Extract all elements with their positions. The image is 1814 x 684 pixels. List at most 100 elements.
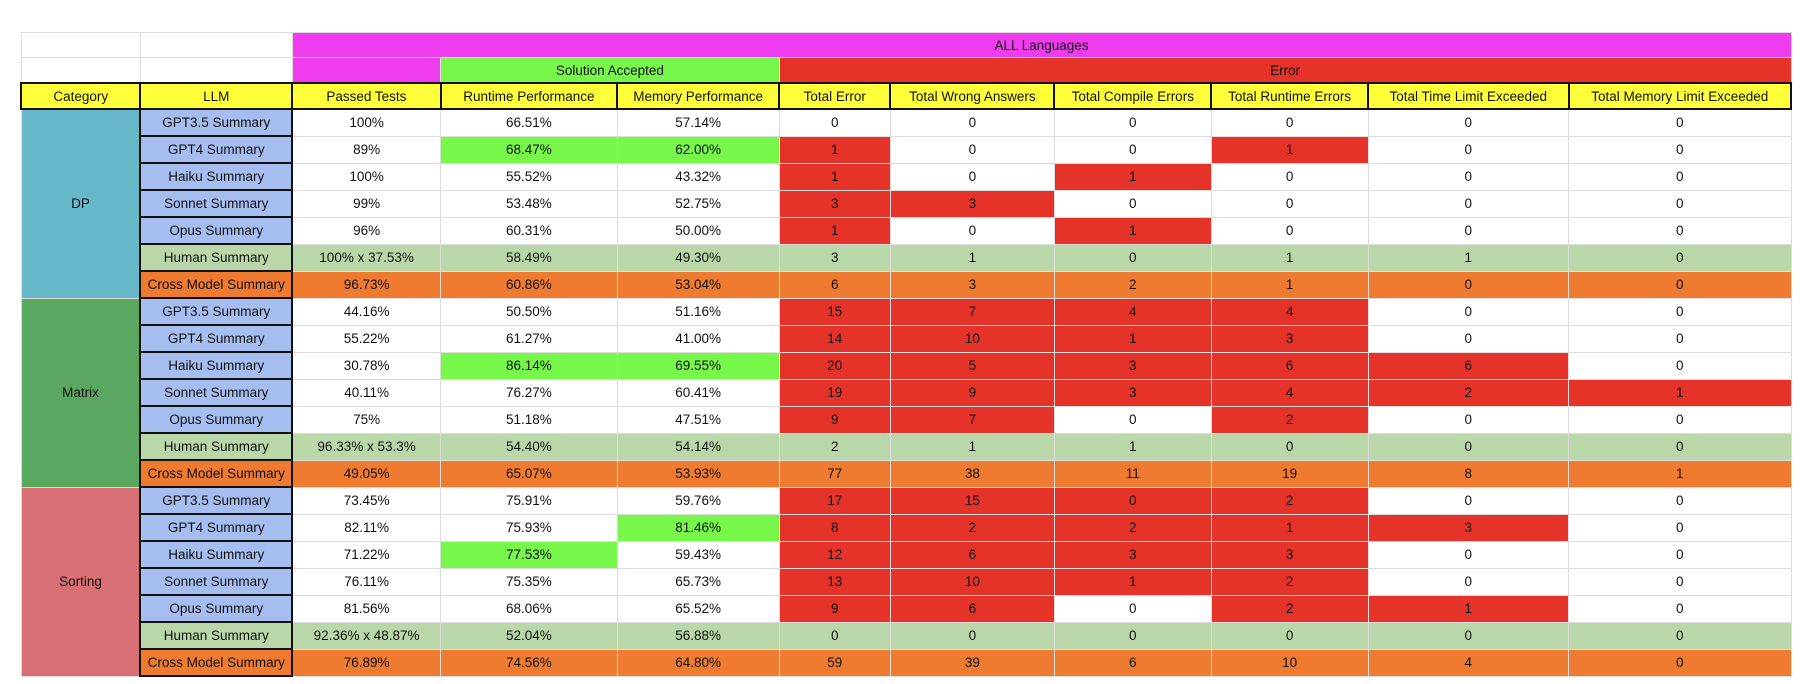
blank-cell[interactable] bbox=[139, 57, 293, 84]
value-cell[interactable]: 60.31% bbox=[440, 216, 618, 245]
value-cell[interactable]: 51.16% bbox=[616, 297, 780, 326]
value-cell[interactable]: 7 bbox=[889, 405, 1055, 434]
value-cell[interactable]: 86.14% bbox=[440, 351, 618, 380]
value-cell[interactable]: 53.04% bbox=[616, 270, 780, 299]
value-cell[interactable]: 1 bbox=[778, 162, 891, 191]
value-cell[interactable]: 53.48% bbox=[440, 189, 618, 218]
value-cell[interactable]: 4 bbox=[1210, 297, 1369, 326]
value-cell[interactable]: 68.06% bbox=[440, 594, 618, 623]
value-cell[interactable]: 9 bbox=[778, 405, 891, 434]
value-cell[interactable]: 2 bbox=[778, 432, 891, 461]
value-cell[interactable]: 0 bbox=[1568, 405, 1792, 434]
value-cell[interactable]: 76.27% bbox=[440, 378, 618, 407]
value-cell[interactable]: 0 bbox=[1053, 135, 1212, 164]
value-cell[interactable]: 60.41% bbox=[616, 378, 780, 407]
value-cell[interactable]: 17 bbox=[778, 486, 891, 515]
value-cell[interactable]: 39 bbox=[889, 648, 1055, 677]
value-cell[interactable]: 92.36% x 48.87% bbox=[291, 621, 442, 650]
value-cell[interactable]: 74.56% bbox=[440, 648, 618, 677]
value-cell[interactable]: 59.43% bbox=[616, 540, 780, 569]
value-cell[interactable]: 4 bbox=[1053, 297, 1212, 326]
value-cell[interactable]: 0 bbox=[1568, 135, 1792, 164]
column-header[interactable]: Passed Tests bbox=[291, 82, 442, 110]
value-cell[interactable]: 0 bbox=[1568, 648, 1792, 677]
value-cell[interactable]: 75.91% bbox=[440, 486, 618, 515]
value-cell[interactable]: 0 bbox=[1367, 108, 1570, 137]
value-cell[interactable]: 0 bbox=[1367, 270, 1570, 299]
value-cell[interactable]: 75.35% bbox=[440, 567, 618, 596]
value-cell[interactable]: 1 bbox=[1210, 513, 1369, 542]
value-cell[interactable]: 49.05% bbox=[291, 459, 442, 488]
value-cell[interactable]: 0 bbox=[1210, 162, 1369, 191]
value-cell[interactable]: 0 bbox=[1568, 594, 1792, 623]
value-cell[interactable]: 0 bbox=[1568, 216, 1792, 245]
all-languages-header[interactable]: ALL Languages bbox=[291, 32, 1792, 58]
value-cell[interactable]: 11 bbox=[1053, 459, 1212, 488]
llm-cell[interactable]: GPT4 Summary bbox=[139, 324, 294, 353]
value-cell[interactable]: 59.76% bbox=[616, 486, 780, 515]
value-cell[interactable]: 0 bbox=[1053, 189, 1212, 218]
value-cell[interactable]: 3 bbox=[1210, 540, 1369, 569]
value-cell[interactable]: 100% bbox=[291, 108, 442, 137]
value-cell[interactable]: 89% bbox=[291, 135, 442, 164]
value-cell[interactable]: 14 bbox=[778, 324, 891, 353]
value-cell[interactable]: 3 bbox=[1053, 351, 1212, 380]
llm-cell[interactable]: Cross Model Summary bbox=[139, 459, 294, 488]
value-cell[interactable]: 8 bbox=[778, 513, 891, 542]
value-cell[interactable]: 96.33% x 53.3% bbox=[291, 432, 442, 461]
value-cell[interactable]: 0 bbox=[1367, 486, 1570, 515]
value-cell[interactable]: 2 bbox=[1053, 513, 1212, 542]
llm-cell[interactable]: Opus Summary bbox=[139, 594, 294, 623]
value-cell[interactable]: 53.93% bbox=[616, 459, 780, 488]
value-cell[interactable]: 3 bbox=[889, 270, 1055, 299]
value-cell[interactable]: 0 bbox=[1568, 189, 1792, 218]
value-cell[interactable]: 0 bbox=[1568, 108, 1792, 137]
value-cell[interactable]: 0 bbox=[1210, 108, 1369, 137]
value-cell[interactable]: 65.52% bbox=[616, 594, 780, 623]
value-cell[interactable]: 0 bbox=[1568, 540, 1792, 569]
value-cell[interactable]: 50.50% bbox=[440, 297, 618, 326]
value-cell[interactable]: 30.78% bbox=[291, 351, 442, 380]
value-cell[interactable]: 10 bbox=[889, 567, 1055, 596]
column-header[interactable]: Total Compile Errors bbox=[1053, 82, 1213, 110]
column-header[interactable]: Total Time Limit Exceeded bbox=[1367, 82, 1570, 110]
llm-cell[interactable]: Human Summary bbox=[139, 621, 294, 650]
value-cell[interactable]: 0 bbox=[889, 135, 1055, 164]
value-cell[interactable]: 2 bbox=[1210, 405, 1369, 434]
value-cell[interactable]: 0 bbox=[1568, 567, 1792, 596]
value-cell[interactable]: 77 bbox=[778, 459, 891, 488]
value-cell[interactable]: 54.40% bbox=[440, 432, 618, 461]
value-cell[interactable]: 0 bbox=[1053, 621, 1212, 650]
value-cell[interactable]: 0 bbox=[778, 108, 891, 137]
value-cell[interactable]: 1 bbox=[778, 135, 891, 164]
value-cell[interactable]: 3 bbox=[1053, 540, 1212, 569]
value-cell[interactable]: 68.47% bbox=[440, 135, 618, 164]
value-cell[interactable]: 100% x 37.53% bbox=[291, 243, 442, 272]
value-cell[interactable]: 0 bbox=[1367, 135, 1570, 164]
value-cell[interactable]: 0 bbox=[1367, 567, 1570, 596]
value-cell[interactable]: 13 bbox=[778, 567, 891, 596]
llm-cell[interactable]: Cross Model Summary bbox=[139, 270, 294, 299]
category-cell[interactable]: DP bbox=[20, 108, 141, 299]
value-cell[interactable]: 5 bbox=[889, 351, 1055, 380]
value-cell[interactable]: 1 bbox=[1053, 162, 1212, 191]
value-cell[interactable]: 57.14% bbox=[616, 108, 780, 137]
value-cell[interactable]: 0 bbox=[1053, 486, 1212, 515]
value-cell[interactable]: 75% bbox=[291, 405, 442, 434]
value-cell[interactable]: 0 bbox=[1568, 486, 1792, 515]
value-cell[interactable]: 0 bbox=[1568, 162, 1792, 191]
value-cell[interactable]: 1 bbox=[1210, 270, 1369, 299]
value-cell[interactable]: 2 bbox=[1210, 594, 1369, 623]
value-cell[interactable]: 96.73% bbox=[291, 270, 442, 299]
value-cell[interactable]: 9 bbox=[889, 378, 1055, 407]
value-cell[interactable]: 76.11% bbox=[291, 567, 442, 596]
value-cell[interactable]: 1 bbox=[1568, 459, 1792, 488]
value-cell[interactable]: 65.73% bbox=[616, 567, 780, 596]
value-cell[interactable]: 1 bbox=[1210, 243, 1369, 272]
value-cell[interactable]: 0 bbox=[1053, 405, 1212, 434]
value-cell[interactable]: 73.45% bbox=[291, 486, 442, 515]
column-header[interactable]: Total Wrong Answers bbox=[889, 82, 1056, 110]
value-cell[interactable]: 100% bbox=[291, 162, 442, 191]
column-header[interactable]: Total Error bbox=[778, 82, 892, 110]
value-cell[interactable]: 1 bbox=[778, 216, 891, 245]
